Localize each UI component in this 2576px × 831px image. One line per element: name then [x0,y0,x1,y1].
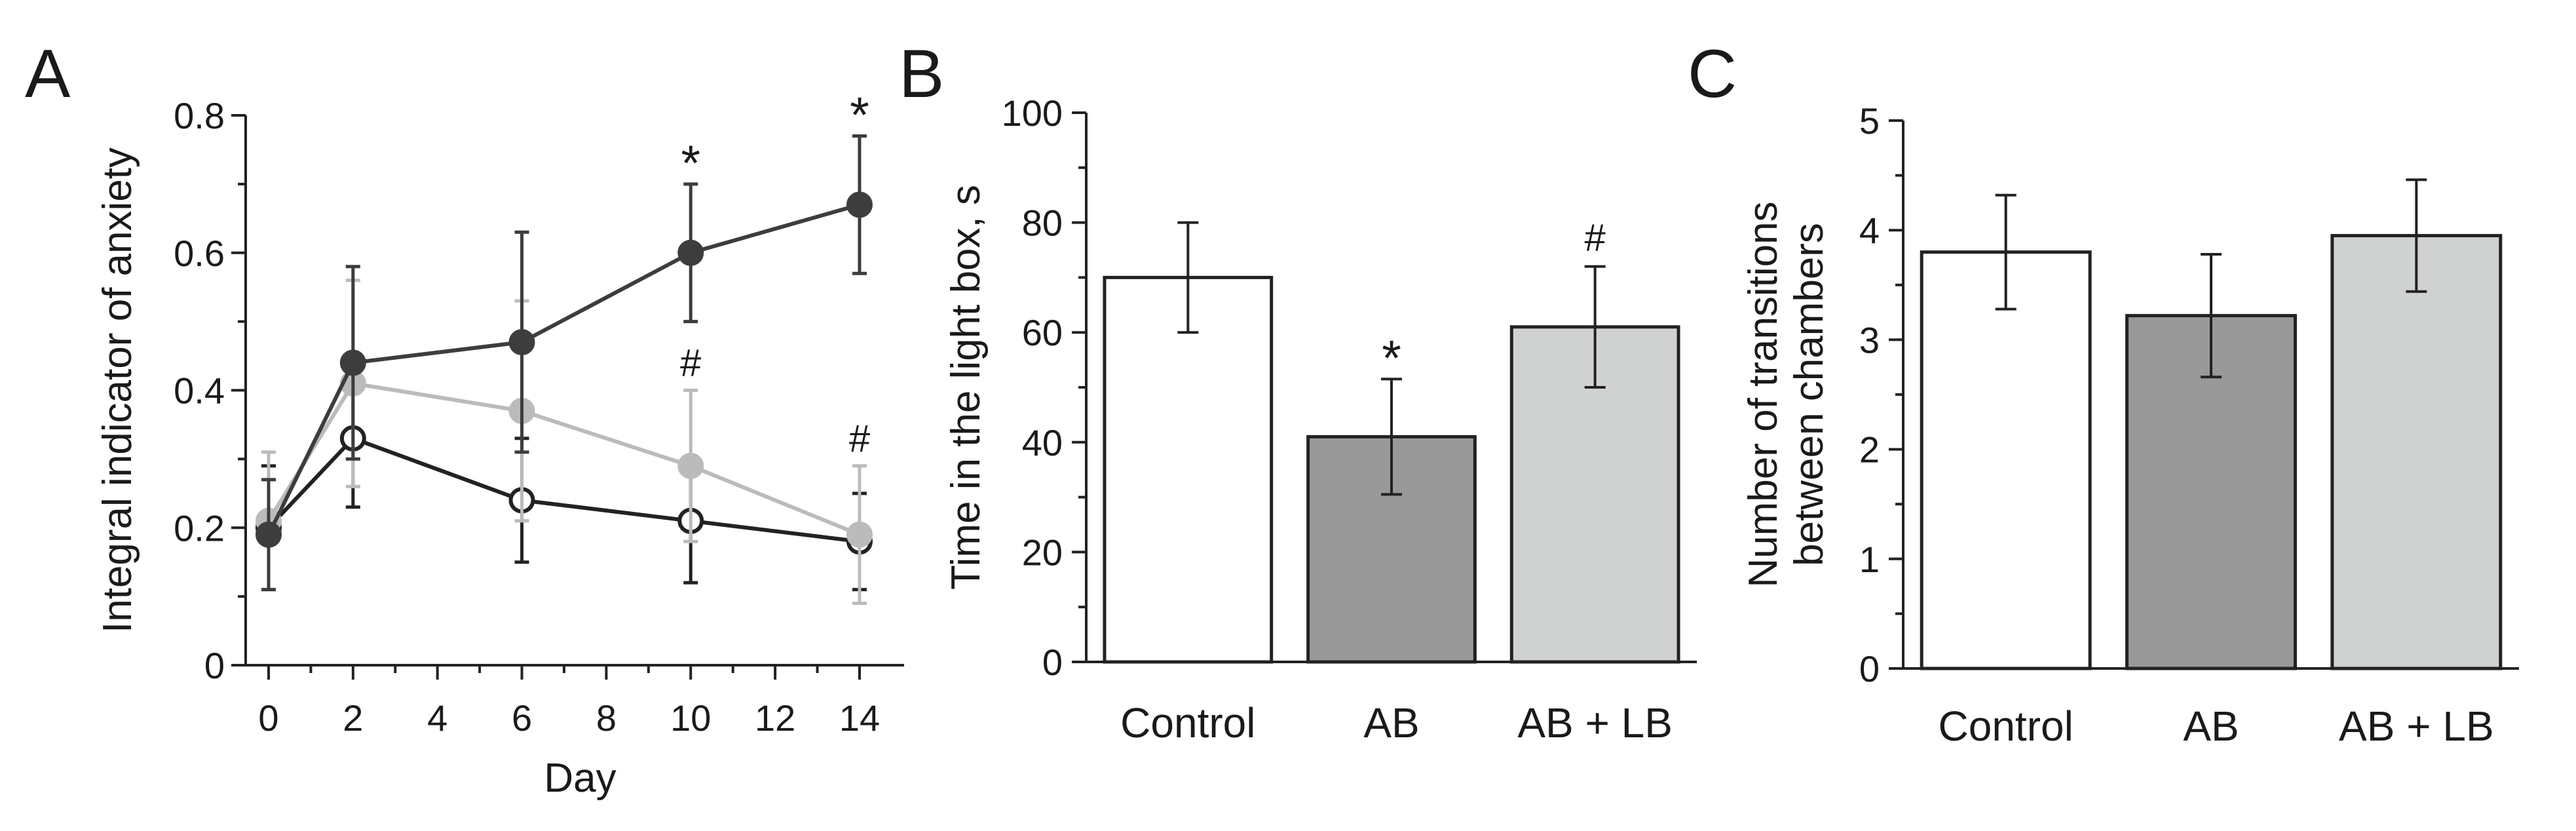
category-label: AB [2183,703,2239,750]
y-tick-label: 5 [1859,100,1880,142]
a-x-tick-label: 12 [755,697,795,739]
a-y-tick-label: 0.2 [174,507,225,549]
a-significance-marker: * [850,87,869,143]
y-tick-label: 60 [1022,312,1063,353]
panel-c-letter: C [1688,36,1737,112]
a-data-point [677,239,704,266]
a-significance-marker: * [681,136,700,191]
a-data-point [339,349,366,376]
a-data-point [846,191,873,218]
y-tick-label: 80 [1022,203,1063,244]
a-data-point [256,521,282,548]
y-tick-label: 4 [1859,210,1880,251]
bar [2330,234,2503,670]
a-series-line [267,436,860,544]
a-y-tick-label: 0.8 [174,95,225,136]
y-tick-label: 1 [1859,539,1880,580]
category-label: Control [1939,703,2074,750]
panel-a: A 0 0.2 0.4 0.6 0.8 0 2 4 6 8 10 12 14 Day Integral in… [25,36,904,801]
panel-a-letter: A [25,36,71,112]
a-y-tick-label: 0.6 [174,233,225,274]
y-tick-label: 40 [1022,422,1063,463]
a-y-tick-label: 0.4 [174,370,225,412]
category-label: AB + LB [2339,703,2494,750]
a-x-tick-label: 14 [839,697,880,739]
panel-c: C 0 1 2 3 4 5 Control AB AB + LB Number of transi… [1688,36,2519,750]
category-label: AB + LB [1517,699,1673,746]
a-data-point [677,452,704,479]
y-tick-label: 3 [1859,319,1880,360]
a-significance-marker: # [680,342,701,385]
a-significance-marker: # [849,417,870,460]
a-x-axis-title: Day [544,756,616,801]
y-axis-title: between chambers [1787,223,1832,566]
a-x-tick-label: 2 [343,697,363,739]
a-x-tick-label: 6 [512,697,532,739]
a-x-tick-label: 8 [596,697,616,739]
a-data-point [846,521,873,548]
bar [1920,250,2092,670]
bar [1103,275,1274,664]
y-axis-title: Time in the light box, s [943,185,989,590]
y-tick-label: 20 [1022,531,1063,573]
category-label: AB [1363,699,1419,746]
significance-marker: # [1585,217,1606,260]
panel-b-letter: B [899,36,944,112]
category-label: Control [1120,699,1255,746]
a-x-tick-label: 0 [258,697,278,739]
y-tick-label: 100 [1002,92,1063,134]
y-tick-label: 0 [1859,648,1880,689]
y-axis-title: Number of transitions [1741,201,1786,587]
y-tick-label: 2 [1859,429,1880,471]
significance-marker: * [1382,330,1401,386]
a-x-tick-label: 10 [670,697,711,739]
a-y-tick-label: 0 [204,645,225,686]
a-y-axis-title: Integral indicator of anxiety [95,147,140,633]
a-data-point [508,329,535,356]
panel-b: B 0 20 40 60 80 100 Control AB AB + LB * # Time in … [899,36,1697,746]
a-x-tick-label: 4 [427,697,447,739]
y-tick-label: 0 [1042,642,1063,683]
